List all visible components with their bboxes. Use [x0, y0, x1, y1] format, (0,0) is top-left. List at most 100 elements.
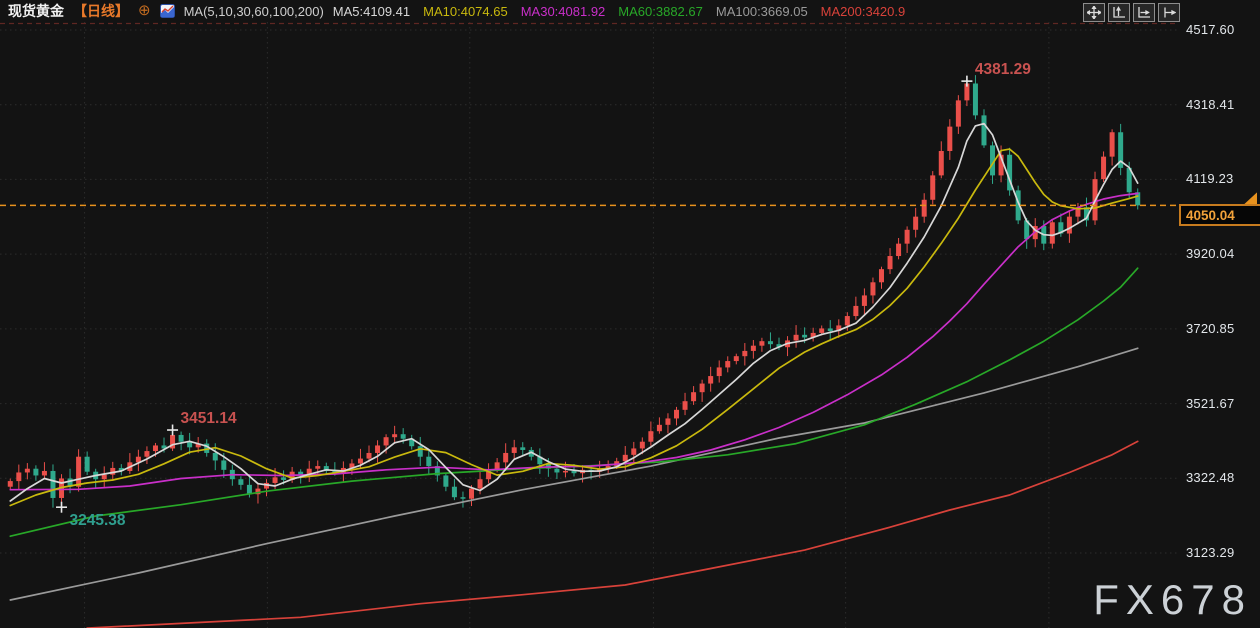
candle[interactable]	[537, 448, 543, 474]
candle[interactable]	[511, 439, 517, 460]
candle[interactable]	[110, 461, 116, 481]
candle[interactable]	[426, 449, 432, 474]
candle[interactable]	[605, 460, 611, 474]
candle[interactable]	[981, 109, 987, 148]
candle[interactable]	[127, 453, 133, 474]
candle[interactable]	[118, 464, 124, 476]
price-annotation: 3245.38	[70, 512, 126, 529]
candle[interactable]	[144, 446, 150, 465]
candle[interactable]	[759, 337, 765, 352]
fit-y-axis-icon[interactable]	[1108, 3, 1130, 22]
candle[interactable]	[1101, 151, 1107, 183]
ma-settings-label[interactable]: MA(5,10,30,60,100,200)	[183, 3, 324, 19]
candle[interactable]	[665, 413, 671, 434]
extreme-cross-marker	[56, 501, 68, 513]
add-indicator-icon[interactable]: ⊕	[138, 2, 151, 19]
candle[interactable]	[306, 460, 312, 483]
candle[interactable]	[708, 366, 714, 392]
candle[interactable]	[896, 238, 902, 260]
candle[interactable]	[33, 465, 39, 481]
candle[interactable]	[1015, 185, 1021, 225]
candle[interactable]	[1049, 218, 1055, 249]
candle[interactable]	[1066, 210, 1072, 243]
candle[interactable]	[392, 425, 398, 444]
candle[interactable]	[742, 343, 748, 366]
candle[interactable]	[836, 319, 842, 338]
candle[interactable]	[486, 463, 492, 484]
pan-icon[interactable]	[1083, 3, 1105, 22]
candle[interactable]	[84, 451, 90, 476]
candle[interactable]	[24, 463, 30, 480]
candle[interactable]	[921, 193, 927, 223]
candle[interactable]	[725, 356, 731, 373]
period-label[interactable]: 【日线】	[73, 3, 129, 19]
candle[interactable]	[639, 437, 645, 455]
candle[interactable]	[656, 417, 662, 434]
candle[interactable]	[1007, 147, 1013, 196]
candle[interactable]	[503, 443, 509, 471]
candle[interactable]	[460, 491, 466, 508]
candle[interactable]	[691, 386, 697, 405]
candle[interactable]	[682, 392, 688, 416]
candle[interactable]	[580, 465, 586, 483]
candle[interactable]	[187, 432, 193, 455]
candle[interactable]	[904, 226, 910, 253]
candle[interactable]	[716, 360, 722, 383]
candle[interactable]	[135, 449, 141, 472]
candle[interactable]	[913, 207, 919, 238]
candle[interactable]	[409, 434, 415, 450]
candle[interactable]	[1024, 217, 1030, 249]
candle[interactable]	[785, 336, 791, 357]
candle[interactable]	[50, 464, 56, 508]
candle[interactable]	[947, 119, 953, 160]
candle[interactable]	[861, 288, 867, 316]
candle[interactable]	[673, 406, 679, 426]
candle[interactable]	[1075, 202, 1081, 225]
candle[interactable]	[41, 462, 47, 480]
candle[interactable]	[793, 325, 799, 348]
candle[interactable]	[264, 479, 270, 497]
candle[interactable]	[699, 379, 705, 402]
candle[interactable]	[443, 472, 449, 492]
candle[interactable]	[7, 478, 13, 490]
candle[interactable]	[827, 320, 833, 340]
candle[interactable]	[451, 478, 457, 501]
candle[interactable]	[1118, 123, 1124, 176]
candle[interactable]	[767, 332, 773, 349]
candle[interactable]	[417, 436, 423, 467]
candle[interactable]	[434, 461, 440, 482]
candle[interactable]	[648, 421, 654, 446]
candle[interactable]	[776, 337, 782, 351]
candle[interactable]	[870, 277, 876, 304]
candle[interactable]	[887, 248, 893, 275]
candle[interactable]	[93, 468, 99, 489]
candle[interactable]	[101, 466, 107, 487]
candle[interactable]	[1109, 129, 1115, 166]
candle[interactable]	[528, 447, 534, 461]
ma-value-ma100: MA100:3669.05	[715, 3, 808, 19]
candle[interactable]	[810, 327, 816, 342]
candle[interactable]	[16, 464, 22, 490]
candle[interactable]	[955, 95, 961, 134]
candle[interactable]	[204, 439, 210, 457]
fit-x-axis-icon[interactable]	[1133, 3, 1155, 22]
candle[interactable]	[238, 476, 244, 490]
candle[interactable]	[366, 445, 372, 463]
candle[interactable]	[938, 141, 944, 179]
candle[interactable]	[520, 442, 526, 456]
candle[interactable]	[375, 440, 381, 463]
candle[interactable]	[733, 353, 739, 365]
candle[interactable]	[178, 431, 184, 451]
candle[interactable]	[972, 75, 978, 120]
jump-to-latest-icon[interactable]	[1158, 3, 1180, 22]
candle[interactable]	[1083, 197, 1089, 227]
candle[interactable]	[323, 462, 329, 476]
candle[interactable]	[469, 485, 475, 507]
y-axis[interactable]: 4517.60 4318.41 4119.23 3920.04 3720.85 3521.…	[1180, 0, 1260, 628]
candle[interactable]	[930, 171, 936, 205]
candle[interactable]	[853, 296, 859, 320]
candle[interactable]	[750, 340, 756, 359]
candle[interactable]	[1135, 188, 1141, 210]
candle[interactable]	[878, 266, 884, 289]
